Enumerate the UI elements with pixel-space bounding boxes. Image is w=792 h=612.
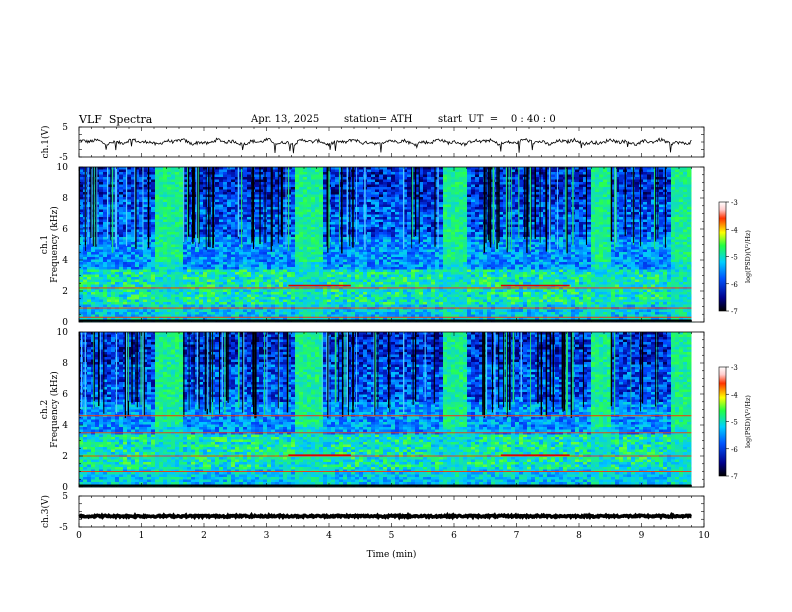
x-tick-label: 8 <box>576 531 582 541</box>
y-tick-label: 5 <box>62 123 68 133</box>
x-tick-label: 1 <box>139 531 145 541</box>
colorbar-tick-label: -7 <box>731 308 738 316</box>
x-tick-label: 4 <box>326 531 332 541</box>
colorbar-tick-label: -5 <box>731 419 738 427</box>
y-tick-label: -5 <box>59 153 68 163</box>
vlf-spectra-figure: 5-5ch.1(V)0246810ch.1 Frequency (kHz)-3-4… <box>0 0 792 612</box>
y-tick-label: 8 <box>62 359 68 369</box>
y-tick-label: 10 <box>57 328 69 338</box>
x-ticks <box>79 127 704 157</box>
y-axis-label: ch.1(V) <box>40 126 51 159</box>
spectrogram-cells <box>79 332 695 487</box>
x-tick-label: 7 <box>514 531 520 541</box>
y-tick-label: 8 <box>62 194 68 204</box>
y-tick-label: 2 <box>62 452 68 462</box>
x-tick-label: 6 <box>451 531 457 541</box>
y-tick-label: 6 <box>62 390 68 400</box>
colorbar: -3 -4 -5 -6 -7 log(PSD)(V²/Hz) <box>719 364 752 481</box>
y-axis-label: Frequency (kHz) <box>49 206 60 283</box>
x-axis-label: Time (min) <box>367 549 417 560</box>
y-tick-label: 6 <box>62 225 68 235</box>
colorbar: -3 -4 -5 -6 -7 log(PSD)(V²/Hz) <box>719 199 752 316</box>
colorbar-tick-label: -6 <box>731 281 738 289</box>
x-tick-label: 2 <box>201 531 207 541</box>
colorbar-tick-label: -3 <box>731 364 738 372</box>
x-tick-label: 5 <box>389 531 395 541</box>
x-tick-label: 9 <box>639 531 645 541</box>
colorbar-label: log(PSD)(V²/Hz) <box>744 230 752 283</box>
waveform-frame <box>79 496 704 527</box>
spectrogram-cells <box>79 167 695 322</box>
colorbar-tick-label: -6 <box>731 446 738 454</box>
colorbar-tick-label: -4 <box>731 226 738 234</box>
y-tick-label: 5 <box>62 492 68 502</box>
y-tick-label: 0 <box>62 318 68 328</box>
y-axis-label: ch.1 <box>40 235 50 254</box>
y-tick-label: 10 <box>57 163 69 173</box>
colorbar-tick-label: -5 <box>731 254 738 262</box>
colorbar-tick-label: -4 <box>731 391 738 399</box>
colorbar-label: log(PSD)(V²/Hz) <box>744 395 752 448</box>
y-tick-label: 4 <box>62 421 68 431</box>
x-tick-label: 3 <box>264 531 270 541</box>
x-ticks <box>79 496 704 527</box>
y-tick-label: -5 <box>59 523 68 533</box>
x-tick-label: 10 <box>698 531 710 541</box>
y-tick-label: 4 <box>62 256 68 266</box>
ch1-spectrogram: 0 2 4 6 8 10 <box>57 163 704 328</box>
x-tick-label: 0 <box>76 531 82 541</box>
waveform-frame <box>79 127 704 157</box>
y-tick-label: 2 <box>62 287 68 297</box>
colorbar-tick-label: -3 <box>731 199 738 207</box>
y-axis-label: ch.2 <box>40 400 50 419</box>
y-axis-label: Frequency (kHz) <box>49 371 60 448</box>
y-axis-label: ch.3(V) <box>40 495 51 528</box>
waveform-trace <box>79 138 692 153</box>
colorbar-tick-label: -7 <box>731 473 738 481</box>
waveform-trace <box>79 515 692 517</box>
